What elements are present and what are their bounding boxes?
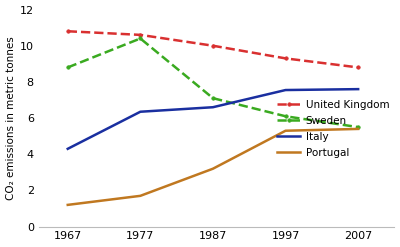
United Kingdom xyxy=(210,44,215,47)
United Kingdom xyxy=(138,33,143,36)
Sweden xyxy=(138,37,143,40)
Line: Portugal: Portugal xyxy=(68,129,358,205)
Portugal xyxy=(138,194,143,197)
Line: Sweden: Sweden xyxy=(66,37,360,129)
Portugal xyxy=(283,129,288,132)
Italy xyxy=(65,147,70,150)
Italy xyxy=(283,89,288,92)
Portugal xyxy=(65,203,70,206)
Y-axis label: CO₂ emissions in metric tonnes: CO₂ emissions in metric tonnes xyxy=(6,36,16,200)
Portugal xyxy=(356,127,360,130)
United Kingdom xyxy=(283,57,288,60)
Line: Italy: Italy xyxy=(68,89,358,149)
Sweden xyxy=(283,115,288,118)
Legend: United Kingdom, Sweden, Italy, Portugal: United Kingdom, Sweden, Italy, Portugal xyxy=(278,100,389,158)
Sweden xyxy=(65,66,70,69)
Sweden xyxy=(356,126,360,129)
Italy xyxy=(138,110,143,113)
Italy xyxy=(356,88,360,91)
United Kingdom xyxy=(356,66,360,69)
Sweden xyxy=(210,97,215,100)
Italy xyxy=(210,106,215,109)
Portugal xyxy=(210,167,215,170)
United Kingdom xyxy=(65,30,70,33)
Line: United Kingdom: United Kingdom xyxy=(66,30,360,69)
